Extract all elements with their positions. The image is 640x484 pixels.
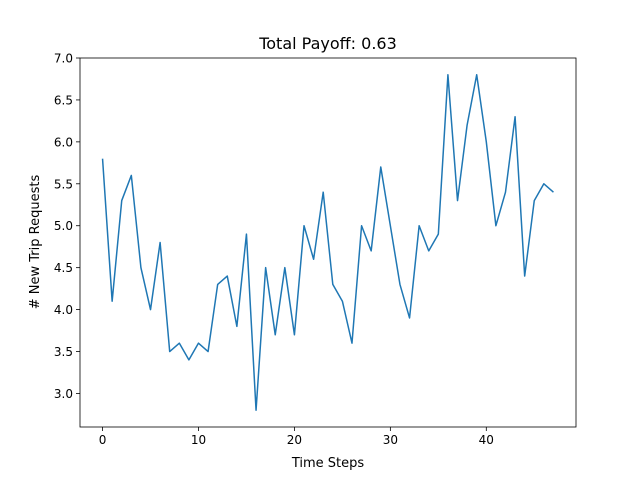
x-tick-label: 10 bbox=[191, 433, 206, 447]
x-tick-label: 30 bbox=[383, 433, 398, 447]
x-tick-label: 40 bbox=[479, 433, 494, 447]
y-tick-label: 4.0 bbox=[54, 303, 73, 317]
y-tick-label: 6.5 bbox=[54, 93, 73, 107]
y-tick-label: 6.0 bbox=[54, 135, 73, 149]
y-tick-label: 5.0 bbox=[54, 219, 73, 233]
chart-title: Total Payoff: 0.63 bbox=[258, 34, 397, 53]
y-tick-label: 3.0 bbox=[54, 387, 73, 401]
axes-frame bbox=[79, 57, 577, 428]
y-axis-label: # New Trip Requests bbox=[28, 175, 43, 310]
x-axis-label: Time Steps bbox=[291, 456, 365, 471]
y-tick-label: 4.5 bbox=[54, 261, 73, 275]
y-tick-label: 5.5 bbox=[54, 177, 73, 191]
y-axis-ticks: 3.0 3.5 4.0 4.5 5.0 5.5 6.0 6.5 7.0 bbox=[54, 52, 80, 401]
x-tick-label: 20 bbox=[287, 433, 302, 447]
y-tick-label: 3.5 bbox=[54, 345, 73, 359]
x-tick-label: 0 bbox=[99, 433, 107, 447]
y-tick-label: 7.0 bbox=[54, 52, 73, 66]
x-axis-ticks: 0 10 20 30 40 bbox=[99, 427, 494, 447]
series-line bbox=[101, 74, 554, 411]
